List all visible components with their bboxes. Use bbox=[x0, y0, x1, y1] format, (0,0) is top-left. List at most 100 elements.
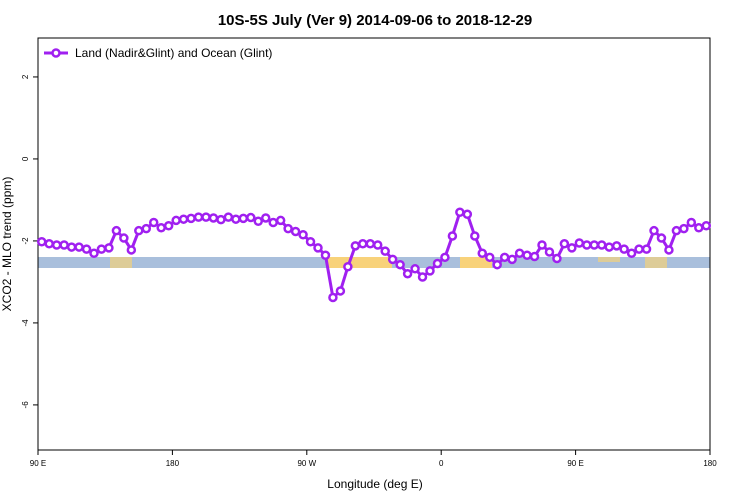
point bbox=[66, 242, 77, 252]
series-line bbox=[41, 210, 707, 301]
point bbox=[395, 259, 405, 270]
point bbox=[320, 250, 331, 261]
point bbox=[656, 233, 667, 243]
point bbox=[417, 272, 428, 282]
y-tick-label: -6 bbox=[21, 401, 30, 409]
x-tick-label: 180 bbox=[166, 459, 180, 468]
point bbox=[238, 213, 249, 224]
point bbox=[119, 233, 129, 243]
point bbox=[440, 252, 450, 263]
point bbox=[201, 212, 211, 222]
point bbox=[634, 244, 644, 254]
point bbox=[447, 231, 458, 241]
point bbox=[59, 240, 69, 250]
point bbox=[679, 223, 689, 234]
point bbox=[216, 214, 226, 225]
point bbox=[96, 244, 107, 254]
point bbox=[89, 248, 99, 258]
x-tick-label: 90 E bbox=[30, 459, 46, 468]
point bbox=[477, 248, 488, 258]
point bbox=[134, 225, 144, 236]
point bbox=[432, 258, 443, 269]
point bbox=[178, 214, 189, 224]
chart-title: 10S-5S July (Ver 9) 2014-09-06 to 2018-1… bbox=[218, 12, 532, 29]
point bbox=[313, 243, 323, 253]
point bbox=[305, 236, 316, 247]
legend-marker bbox=[51, 48, 61, 58]
point bbox=[81, 244, 92, 254]
point bbox=[484, 252, 495, 263]
point bbox=[425, 266, 435, 276]
point bbox=[193, 212, 204, 222]
point bbox=[141, 223, 152, 234]
point bbox=[589, 240, 600, 250]
point bbox=[350, 241, 361, 251]
point bbox=[387, 254, 398, 265]
point bbox=[283, 223, 293, 234]
point bbox=[499, 252, 510, 263]
point bbox=[470, 231, 480, 241]
point bbox=[260, 213, 271, 223]
point bbox=[567, 243, 577, 253]
point bbox=[163, 221, 174, 231]
point bbox=[552, 253, 562, 264]
point bbox=[514, 248, 525, 258]
point bbox=[641, 244, 652, 254]
point bbox=[462, 209, 473, 220]
point bbox=[290, 226, 301, 237]
point bbox=[223, 212, 234, 222]
point bbox=[275, 215, 286, 226]
point bbox=[126, 245, 137, 255]
point bbox=[671, 225, 682, 236]
point bbox=[559, 239, 570, 249]
x-tick-label: 180 bbox=[703, 459, 717, 468]
point bbox=[104, 243, 114, 253]
y-axis-label: XCO2 - MLO trend (ppm) bbox=[0, 177, 14, 312]
point bbox=[51, 240, 62, 250]
point bbox=[701, 221, 712, 231]
point bbox=[582, 240, 592, 250]
point bbox=[343, 262, 353, 272]
x-tick-label: 90 E bbox=[567, 459, 583, 468]
point bbox=[529, 251, 540, 262]
legend-label: Land (Nadir&Glint) and Ocean (Glint) bbox=[75, 46, 272, 60]
point bbox=[522, 250, 532, 261]
point bbox=[507, 254, 517, 265]
point bbox=[537, 240, 547, 250]
point bbox=[156, 223, 166, 233]
point bbox=[455, 207, 465, 217]
point bbox=[402, 268, 413, 279]
point bbox=[231, 214, 241, 224]
point bbox=[246, 212, 256, 223]
point bbox=[574, 238, 585, 248]
point bbox=[544, 247, 555, 257]
y-tick-label: -2 bbox=[21, 237, 30, 245]
point bbox=[596, 240, 607, 250]
point bbox=[410, 264, 420, 274]
y-tick-label: -4 bbox=[21, 319, 30, 327]
point bbox=[74, 242, 84, 252]
point bbox=[604, 242, 614, 252]
point bbox=[686, 217, 697, 228]
point bbox=[380, 246, 390, 256]
point bbox=[44, 239, 54, 249]
point bbox=[186, 213, 196, 224]
point bbox=[328, 292, 338, 303]
x-tick-label: 90 W bbox=[297, 459, 316, 468]
point bbox=[619, 244, 629, 254]
point bbox=[372, 240, 383, 250]
point bbox=[492, 259, 502, 270]
x-tick-label: 0 bbox=[439, 459, 444, 468]
point bbox=[36, 236, 47, 247]
point bbox=[694, 223, 704, 233]
point bbox=[365, 239, 376, 249]
surface-strip bbox=[38, 257, 710, 268]
point bbox=[611, 241, 622, 251]
point bbox=[208, 213, 219, 223]
point bbox=[335, 286, 346, 296]
point bbox=[268, 217, 278, 228]
point bbox=[253, 216, 264, 226]
point bbox=[626, 248, 637, 258]
point bbox=[171, 215, 181, 226]
